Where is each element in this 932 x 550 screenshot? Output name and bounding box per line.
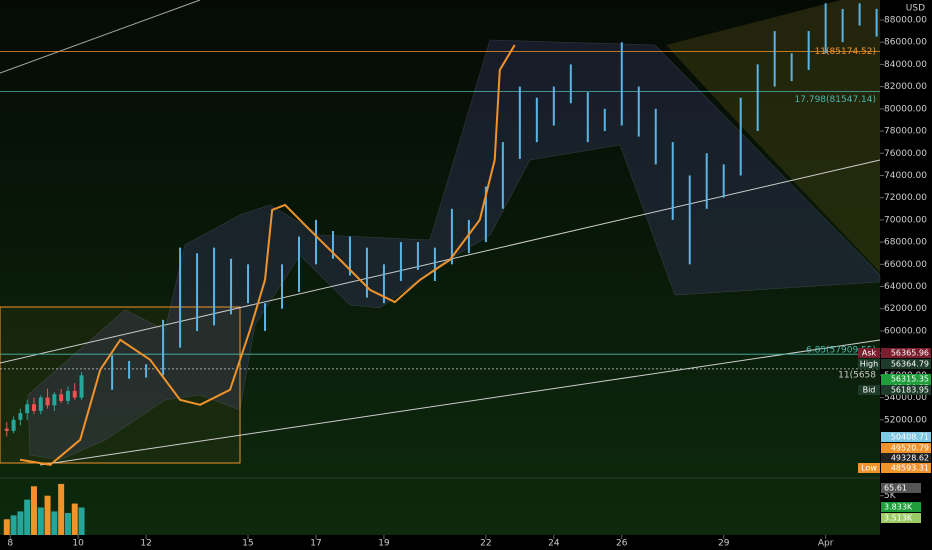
price-tag-value: 56365.96 [891, 349, 929, 358]
candle-body [25, 404, 30, 414]
volume-bar [44, 495, 51, 535]
candle-body [11, 419, 16, 431]
candle-body [18, 413, 23, 420]
volume-bar [10, 515, 17, 535]
y-tick-label: 62000.00 [884, 304, 927, 314]
volume-tag-value: 65.61 [884, 484, 907, 493]
x-tick-label: 17 [310, 539, 321, 549]
volume-tag [881, 513, 921, 523]
level-label: 11(85174.52) [815, 47, 876, 57]
price-tag-value: 48593.31 [891, 464, 929, 473]
price-tag-value: 50408.71 [891, 433, 929, 442]
price-tag [881, 348, 931, 358]
price-tag-name: Low [861, 464, 877, 473]
ma-line [19, 44, 516, 466]
y-tick-label: 68000.00 [884, 238, 927, 248]
y-tick-label: 70000.00 [884, 215, 927, 225]
x-tick-label: 24 [548, 539, 560, 549]
candle-body [59, 394, 64, 401]
price-tag [881, 463, 931, 473]
candle-body [65, 390, 70, 401]
candle-body [38, 397, 43, 411]
price-tag-value: 49328.62 [891, 454, 929, 463]
price-tag-name-box [858, 463, 880, 473]
y-tick-label: 60000.00 [884, 326, 927, 336]
volume-bar [51, 511, 58, 535]
currency-label: USD [906, 4, 925, 14]
price-tag-name: Bid [863, 386, 876, 395]
price-tag-value: 49520.79 [891, 444, 929, 453]
volume-bar [17, 511, 24, 535]
volume-tag-value: 3.513K [884, 514, 913, 523]
price-tag [881, 432, 931, 442]
price-tag [881, 359, 931, 369]
x-tick-label: 8 [7, 539, 13, 549]
y-tick-label: 86000.00 [884, 38, 927, 48]
y-tick-label: 84000.00 [884, 60, 927, 70]
y-tick-label: 66000.00 [884, 260, 927, 270]
x-tick-label: 19 [378, 539, 390, 549]
volume-bar [3, 519, 10, 535]
price-tag-name-box [858, 348, 880, 358]
y-tick-label: 80000.00 [884, 104, 927, 114]
volume-bar [30, 486, 37, 535]
y-tick-label: 88000.00 [884, 15, 927, 25]
y-tick-label: 76000.00 [884, 149, 927, 159]
trend-line [39, 339, 881, 466]
y-tick-label: 72000.00 [884, 193, 927, 203]
y-tick-label: 54000.00 [884, 393, 927, 403]
candle-body [79, 375, 84, 398]
level-label: 11(5658 [838, 370, 876, 380]
volume-bar [58, 483, 65, 535]
price-tag-name-box [858, 359, 880, 369]
volume-tick-label: 5K [884, 491, 897, 501]
y-tick-label: 78000.00 [884, 127, 927, 137]
candle-body [45, 397, 50, 406]
trend-line [0, 159, 881, 364]
volume-tag-value: 3.833K [884, 503, 913, 512]
y-tick-label: 52000.00 [884, 415, 927, 425]
x-tick-label: Apr [818, 539, 834, 549]
level-label: 17.798(81547.14) [795, 95, 876, 105]
x-tick-label: 10 [72, 539, 84, 549]
x-tick-label: 22 [480, 539, 491, 549]
x-tick-label: 26 [616, 539, 628, 549]
price-tag-value: 56315.35 [891, 375, 929, 384]
candle-body [72, 390, 77, 398]
volume-bar [78, 507, 85, 535]
forecast-zone [666, 0, 880, 272]
volume-tag [881, 483, 921, 493]
x-tick-label: 15 [242, 539, 253, 549]
price-tag [881, 443, 931, 453]
volume-bar [37, 507, 44, 535]
price-tag-name: Ask [862, 349, 877, 358]
volume-bar [71, 503, 78, 535]
x-tick-label: 12 [140, 539, 151, 549]
volume-bar [64, 513, 71, 535]
volume-tag [881, 502, 921, 512]
price-tag-name-box [858, 385, 880, 395]
candle-body [4, 428, 9, 431]
price-tag-value: 56364.79 [891, 360, 929, 369]
trend-line [0, 0, 201, 74]
price-tag [881, 385, 931, 395]
x-tick-label: 29 [718, 539, 730, 549]
candle-body [52, 394, 57, 406]
range-box [0, 306, 241, 464]
price-tag-value: 56183.95 [891, 386, 929, 395]
y-tick-label: 82000.00 [884, 82, 927, 92]
candle-body [31, 404, 36, 411]
price-tag [881, 453, 931, 463]
price-tag-name: High [860, 360, 878, 369]
y-tick-label: 64000.00 [884, 282, 927, 292]
level-label: 6.85(57909.55) [806, 346, 876, 356]
volume-bar [24, 499, 31, 535]
y-tick-label: 74000.00 [884, 171, 927, 181]
